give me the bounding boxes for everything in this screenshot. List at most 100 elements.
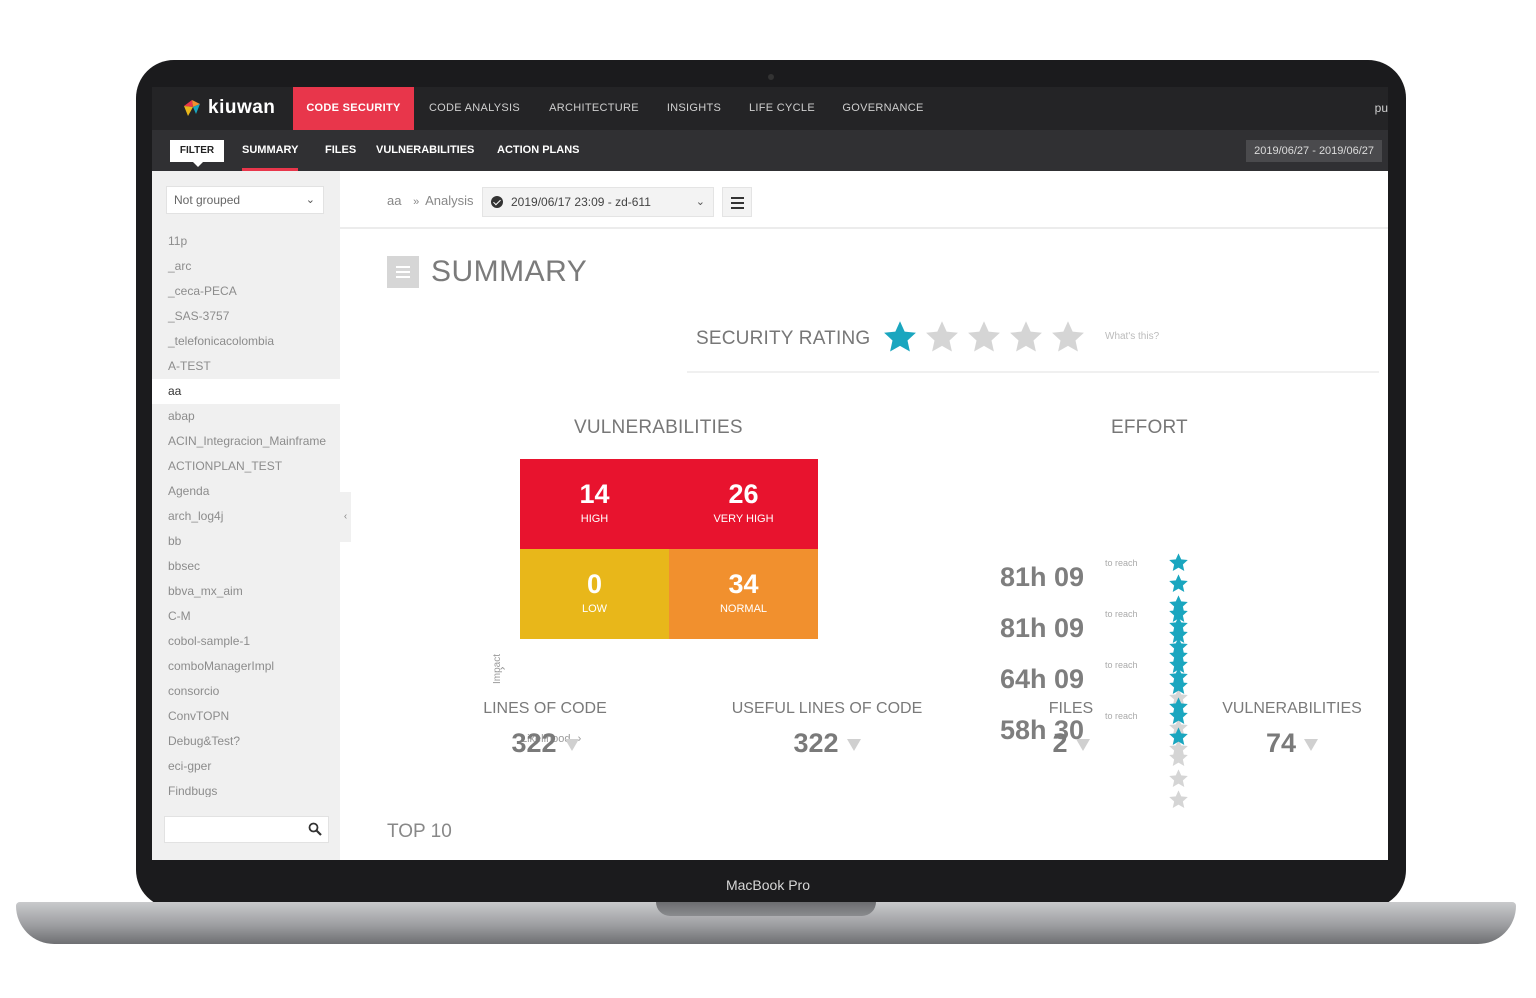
metric-value[interactable]: 2 xyxy=(971,728,1171,759)
nav-governance[interactable]: GOVERNANCE xyxy=(842,102,924,114)
sidebar-item-project[interactable]: arch_log4j xyxy=(168,509,224,523)
tab-files[interactable]: FILES xyxy=(325,144,357,156)
matrix-cell-low[interactable]: 0 LOW xyxy=(520,549,669,639)
date-range-picker[interactable]: 2019/06/27 - 2019/06/27 xyxy=(1246,140,1382,162)
cell-label: HIGH xyxy=(580,513,609,525)
effort-reach-label: to reach xyxy=(1105,558,1138,568)
effort-stars xyxy=(1168,552,1193,657)
star-filled-icon xyxy=(1168,676,1193,694)
sidebar-item-project[interactable]: ACTIONPLAN_TEST xyxy=(168,459,283,473)
security-rating-stars xyxy=(882,319,1092,355)
star-empty-icon xyxy=(966,321,1008,352)
effort-stars xyxy=(1168,654,1193,759)
chevron-up-icon: ⌃ xyxy=(498,666,508,678)
nav-life-cycle[interactable]: LIFE CYCLE xyxy=(749,102,815,114)
caret-down-icon[interactable] xyxy=(846,738,861,751)
whats-this-link[interactable]: What's this? xyxy=(1105,331,1160,342)
sidebar-item-project[interactable]: Findbugs xyxy=(168,784,218,797)
sidebar-item-project[interactable]: eci-gper xyxy=(168,759,212,773)
nav-code-analysis[interactable]: CODE ANALYSIS xyxy=(428,102,521,114)
metric-label: FILES xyxy=(1048,700,1094,717)
chevron-down-icon: ⌄ xyxy=(695,196,705,208)
star-empty-icon xyxy=(1168,769,1193,787)
sidebar-item-project[interactable]: C-M xyxy=(168,609,191,623)
analysis-select[interactable]: 2019/06/17 23:09 - zd-611 ⌄ xyxy=(482,187,714,217)
matrix-cell-high[interactable]: 14 HIGH xyxy=(520,459,669,549)
tab-action-plans[interactable]: ACTION PLANS xyxy=(497,144,580,156)
tab-vulnerabilities[interactable]: VULNERABILITIES xyxy=(376,144,475,156)
cell-value: 0 xyxy=(586,569,603,599)
metric-value[interactable]: 74 xyxy=(1192,728,1388,759)
main-content: aa » Analysis 2019/06/17 23:09 - zd-611 … xyxy=(340,171,1388,860)
breadcrumb: aa » Analysis 2019/06/17 23:09 - zd-611 … xyxy=(340,171,1388,229)
sidebar-item-project[interactable]: _SAS-3757 xyxy=(168,309,230,323)
sidebar-item-project[interactable]: bbva_mx_aim xyxy=(168,584,243,598)
project-search-input[interactable] xyxy=(164,816,329,843)
divider xyxy=(687,371,1379,373)
hamburger-menu-icon[interactable] xyxy=(722,187,752,217)
check-circle-icon xyxy=(491,196,503,208)
axis-likelihood-label: Likelihood › xyxy=(521,733,581,745)
caret-down-icon[interactable] xyxy=(564,738,579,751)
axis-likelihood-text: Likelihood xyxy=(521,733,571,745)
nav-architecture[interactable]: ARCHITECTURE xyxy=(549,102,639,114)
effort-title: EFFORT xyxy=(1111,417,1188,438)
sidebar-item-project[interactable]: ConvTOPN xyxy=(168,709,230,723)
sidebar-item-project[interactable]: abap xyxy=(168,409,195,423)
caret-down-icon[interactable] xyxy=(1304,738,1319,751)
cell-label: NORMAL xyxy=(719,603,768,615)
user-menu[interactable]: pu xyxy=(1374,101,1388,115)
sidebar-item-project[interactable]: comboManagerImpl xyxy=(168,659,275,673)
matrix-cell-very-high[interactable]: 26 VERY HIGH xyxy=(669,459,818,549)
page-title: SUMMARY xyxy=(431,255,588,288)
metric-value[interactable]: 322 xyxy=(727,728,927,759)
star-filled-icon xyxy=(1168,646,1193,664)
sidebar-item-project[interactable]: 11p xyxy=(168,234,188,248)
group-by-select[interactable]: Not grouped ⌄ xyxy=(166,186,324,214)
sidebar-item-project[interactable]: _arc xyxy=(168,259,192,273)
sidebar-item-project[interactable]: ACIN_Integracion_Mainframe xyxy=(168,434,327,448)
sidebar-item-project[interactable]: aa xyxy=(152,379,340,404)
nav-insights[interactable]: INSIGHTS xyxy=(666,102,722,114)
search-icon[interactable] xyxy=(308,822,322,836)
kiuwan-logo-icon xyxy=(184,100,200,116)
chevron-down-icon: ⌄ xyxy=(305,194,315,206)
sidebar-item-project[interactable]: Debug&Test? xyxy=(168,734,241,748)
star-filled-icon xyxy=(1168,697,1193,715)
kiuwan-logo[interactable]: kiuwan xyxy=(182,97,275,119)
sidebar-item-project[interactable]: cobol-sample-1 xyxy=(168,634,251,648)
collapse-sidebar-chevron-left-icon[interactable]: ‹ xyxy=(340,492,351,542)
metric-number: 322 xyxy=(793,728,839,758)
sidebar-item-project[interactable]: bb xyxy=(168,534,182,548)
project-list[interactable]: 11p _arc _ceca-PECA _SAS-3757 _telefonicacol… xyxy=(152,229,340,797)
star-filled-icon xyxy=(1168,625,1193,643)
cell-label: VERY HIGH xyxy=(713,513,774,525)
app-screen: kiuwan CODE SECURITY CODE ANALYSIS ARCHI… xyxy=(152,87,1388,860)
sidebar-item-project[interactable]: Agenda xyxy=(168,484,210,498)
sidebar-item-project[interactable]: _ceca-PECA xyxy=(168,284,237,298)
breadcrumb-project[interactable]: aa xyxy=(387,193,402,208)
star-empty-icon xyxy=(1168,739,1193,757)
metric-number: 2 xyxy=(1052,728,1068,758)
star-empty-icon xyxy=(924,321,966,352)
star-filled-icon xyxy=(1168,637,1193,655)
sidebar-item-project[interactable]: bbsec xyxy=(168,559,201,573)
sidebar-item-project[interactable]: _telefonicacolombia xyxy=(168,334,275,348)
cell-value: 14 xyxy=(579,479,610,509)
nav-code-security[interactable]: CODE SECURITY xyxy=(293,87,414,130)
effort-value: 81h 09 xyxy=(1000,613,1085,643)
sidebar-item-project[interactable]: consorcio xyxy=(168,684,220,698)
project-sidebar: Not grouped ⌄ 11p _arc _ceca-PECA _SAS-3757… xyxy=(152,171,340,860)
star-filled-icon xyxy=(1168,655,1193,673)
sidebar-item-project[interactable]: A-TEST xyxy=(168,359,211,373)
filter-button[interactable]: FILTER xyxy=(170,140,224,167)
matrix-cell-normal[interactable]: 34 NORMAL xyxy=(669,549,818,639)
star-filled-icon xyxy=(882,321,924,352)
caret-down-icon[interactable] xyxy=(1075,738,1090,751)
cell-value: 34 xyxy=(728,569,759,599)
chevron-right-icon: › xyxy=(577,733,582,745)
star-empty-icon xyxy=(1050,321,1092,352)
tab-summary[interactable]: SUMMARY xyxy=(242,130,299,171)
vulnerabilities-title: VULNERABILITIES xyxy=(574,417,743,438)
metric-value[interactable]: 322 xyxy=(445,728,645,759)
